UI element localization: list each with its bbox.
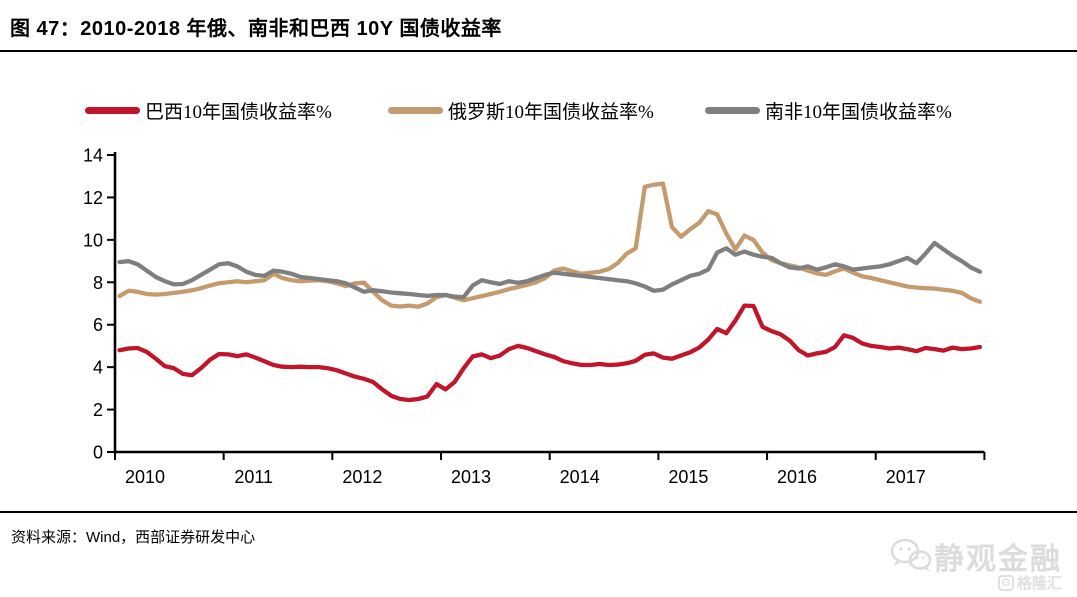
y-axis-tick-label: 10	[83, 230, 103, 250]
legend-label-russia: 俄罗斯10年国债收益率%	[448, 101, 654, 123]
series-line-南非10年国债收益率%	[117, 240, 983, 300]
wechat-icon	[890, 538, 932, 572]
legend-item-russia: 俄罗斯10年国债收益率%	[388, 96, 654, 124]
y-axis-tick-label: 12	[83, 188, 103, 208]
x-axis-tick-label: 2014	[560, 467, 600, 487]
series-line-俄罗斯10年国债收益率%	[117, 181, 983, 309]
legend-marker-russia-icon	[388, 106, 443, 114]
watermark-gelonghui: G 格隆汇	[998, 572, 1062, 593]
x-axis-tick-label: 2013	[451, 467, 491, 487]
legend-marker-brazil-icon	[85, 106, 140, 114]
x-axis-tick-label: 2016	[777, 467, 817, 487]
legend-label-south-africa: 南非10年国债收益率%	[765, 101, 952, 123]
x-axis-tick-label: 2011	[234, 467, 273, 487]
source-note: 资料来源：Wind，西部证券研发中心	[11, 529, 256, 546]
y-axis-tick-label: 14	[83, 146, 103, 166]
title-divider	[0, 50, 1077, 52]
gelonghui-logo-icon: G	[998, 574, 1014, 591]
y-axis-tick-label: 4	[93, 358, 103, 378]
figure-title: 图 47：2010-2018 年俄、南非和巴西 10Y 国债收益率	[10, 18, 502, 40]
legend-marker-south-africa-icon	[705, 106, 760, 114]
watermark-jingguan-jinrong: 静观金融	[888, 534, 1062, 578]
x-axis-tick-label: 2015	[668, 467, 708, 487]
y-axis-tick-label: 0	[93, 443, 103, 463]
legend-item-south-africa: 南非10年国债收益率%	[705, 96, 952, 124]
legend-item-brazil: 巴西10年国债收益率%	[85, 96, 332, 124]
x-axis-tick-label: 2010	[125, 467, 165, 487]
legend-label-brazil: 巴西10年国债收益率%	[145, 101, 332, 123]
watermark-gelonghui-name: 格隆汇	[1017, 576, 1063, 592]
footer-divider	[0, 511, 1077, 513]
y-axis-tick-label: 8	[93, 273, 103, 293]
watermark-wechat-name: 静观金融	[934, 543, 1062, 576]
series-line-巴西10年国债收益率%	[117, 303, 983, 403]
x-axis-tick-label: 2012	[342, 467, 382, 487]
y-axis-tick-label: 6	[93, 315, 103, 335]
y-axis-tick-label: 2	[93, 400, 103, 420]
x-axis-tick-label: 2017	[886, 467, 926, 487]
